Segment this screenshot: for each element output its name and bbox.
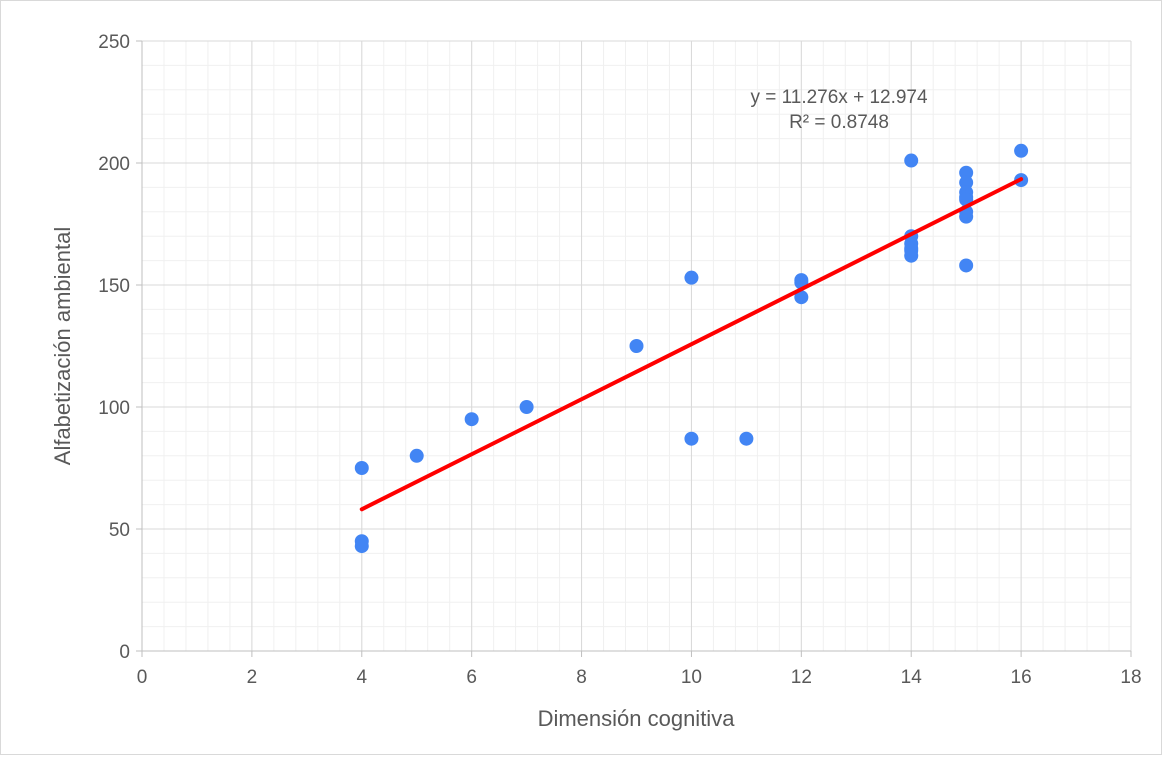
axes xyxy=(136,40,1132,657)
x-tick-label: 0 xyxy=(137,667,148,688)
x-axis-title: Dimensión cognitiva xyxy=(538,706,736,731)
x-tick-label: 4 xyxy=(356,667,367,688)
trendline xyxy=(359,177,1024,512)
data-point xyxy=(354,461,369,475)
x-axis-tick-labels: 0 2 4 6 8 10 12 14 16 18 xyxy=(137,667,1142,688)
trendline-equation: y = 11.276x + 12.974 xyxy=(750,87,928,108)
data-points xyxy=(354,143,1029,554)
x-tick-label: 12 xyxy=(791,667,812,688)
data-point xyxy=(464,412,479,427)
x-tick-label: 10 xyxy=(681,667,702,688)
x-tick-label: 16 xyxy=(1011,667,1032,688)
data-point xyxy=(354,539,369,554)
y-axis-title: Alfabetización ambiental xyxy=(50,227,75,465)
data-point xyxy=(904,153,919,168)
y-tick-label: 250 xyxy=(98,32,130,53)
x-tick-label: 6 xyxy=(466,667,477,688)
trendline-group xyxy=(359,177,1024,512)
x-tick-label: 18 xyxy=(1120,667,1141,688)
y-axis-tick-labels: 0 50 100 150 200 250 xyxy=(98,32,130,663)
x-tick-label: 2 xyxy=(247,667,258,688)
y-tick-label: 200 xyxy=(98,154,130,175)
data-point xyxy=(959,175,974,190)
data-point xyxy=(959,209,974,224)
data-point xyxy=(794,290,809,305)
y-tick-label: 150 xyxy=(98,276,130,297)
data-point xyxy=(959,165,974,180)
data-point xyxy=(629,339,644,353)
data-point xyxy=(684,270,699,285)
y-tick-label: 100 xyxy=(98,398,130,419)
data-point xyxy=(739,431,754,446)
x-tick-label: 14 xyxy=(901,667,923,688)
data-point xyxy=(1014,143,1029,158)
x-tick-label: 8 xyxy=(576,667,587,688)
data-point xyxy=(904,248,919,263)
y-tick-label: 0 xyxy=(119,642,130,663)
y-tick-label: 50 xyxy=(109,520,130,541)
data-point xyxy=(959,258,974,273)
data-point xyxy=(519,400,534,414)
trendline-r-squared: R² = 0.8748 xyxy=(789,112,889,133)
data-point xyxy=(684,431,699,446)
data-point xyxy=(409,448,424,463)
